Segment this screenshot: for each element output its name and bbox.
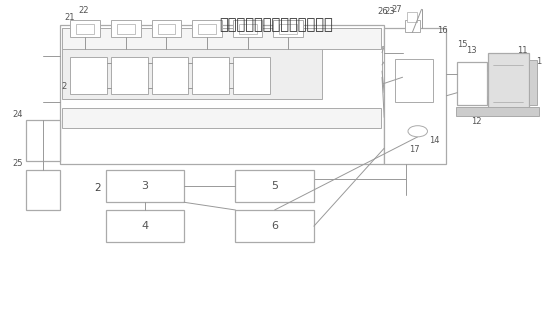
Bar bbox=[233, 57, 269, 94]
Bar bbox=[384, 28, 447, 164]
Text: 11: 11 bbox=[517, 47, 527, 55]
Bar bbox=[62, 28, 381, 37]
Bar bbox=[395, 59, 433, 102]
Text: 21: 21 bbox=[64, 13, 75, 21]
Text: 24: 24 bbox=[12, 110, 23, 119]
Text: 2: 2 bbox=[94, 183, 101, 193]
Bar bbox=[105, 170, 184, 202]
Text: 26: 26 bbox=[377, 7, 388, 16]
Bar bbox=[105, 210, 184, 243]
Bar bbox=[233, 20, 263, 37]
Text: 27: 27 bbox=[392, 5, 402, 14]
Bar bbox=[192, 20, 222, 37]
Bar bbox=[111, 20, 141, 37]
Text: 1: 1 bbox=[536, 57, 541, 66]
Text: 5: 5 bbox=[271, 181, 278, 191]
Bar bbox=[117, 24, 135, 34]
Text: 图为水表鉴定装置结构示意图: 图为水表鉴定装置结构示意图 bbox=[219, 17, 333, 32]
Bar bbox=[236, 210, 314, 243]
Bar bbox=[407, 12, 417, 22]
Bar bbox=[111, 57, 148, 94]
Text: 4: 4 bbox=[141, 221, 148, 231]
Bar bbox=[152, 20, 182, 37]
Bar bbox=[238, 24, 257, 34]
Bar bbox=[382, 46, 402, 83]
Bar bbox=[71, 20, 100, 37]
Bar bbox=[76, 24, 94, 34]
Bar bbox=[157, 24, 176, 34]
Circle shape bbox=[408, 126, 427, 137]
Text: 23: 23 bbox=[384, 7, 395, 16]
Text: 12: 12 bbox=[471, 117, 481, 127]
Bar bbox=[26, 170, 60, 210]
Bar bbox=[273, 20, 303, 37]
Bar bbox=[26, 120, 60, 161]
Bar bbox=[236, 170, 314, 202]
Bar bbox=[279, 24, 297, 34]
Text: 2: 2 bbox=[61, 82, 67, 91]
Bar bbox=[152, 57, 188, 94]
Bar bbox=[455, 106, 539, 116]
Text: 25: 25 bbox=[12, 159, 23, 168]
Text: 17: 17 bbox=[409, 145, 420, 154]
Text: 3: 3 bbox=[141, 181, 148, 191]
Bar bbox=[71, 57, 107, 94]
Bar bbox=[62, 43, 322, 99]
Text: 15: 15 bbox=[458, 40, 468, 49]
Text: 13: 13 bbox=[466, 47, 477, 55]
Bar bbox=[405, 20, 420, 32]
Bar bbox=[488, 53, 529, 114]
Bar bbox=[192, 57, 229, 94]
Text: 16: 16 bbox=[437, 26, 448, 35]
Bar bbox=[60, 25, 384, 164]
Bar bbox=[487, 71, 493, 96]
Text: 22: 22 bbox=[79, 6, 89, 15]
Bar bbox=[529, 60, 537, 105]
Bar bbox=[198, 24, 216, 34]
Bar bbox=[62, 108, 381, 128]
Bar bbox=[62, 28, 381, 49]
Text: 14: 14 bbox=[429, 136, 440, 145]
Text: 6: 6 bbox=[271, 221, 278, 231]
Bar bbox=[457, 62, 487, 105]
